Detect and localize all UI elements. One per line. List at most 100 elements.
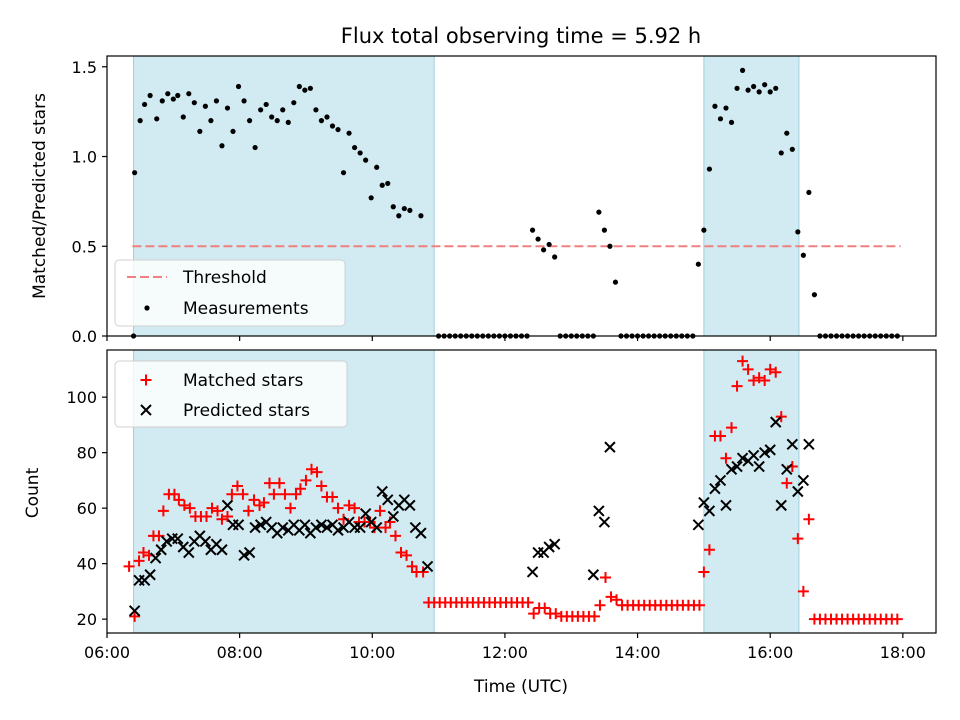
measurement-point bbox=[795, 229, 801, 235]
measurement-point bbox=[745, 87, 751, 93]
predicted-star-point bbox=[703, 505, 716, 517]
measurement-point bbox=[137, 118, 143, 124]
predicted-star-point bbox=[548, 538, 561, 550]
matched-star-point bbox=[300, 474, 312, 486]
measurement-point bbox=[191, 100, 197, 106]
predicted-star-point bbox=[543, 541, 555, 553]
matched-star-point bbox=[380, 522, 392, 534]
matched-star-point bbox=[184, 502, 196, 514]
measurement-point bbox=[224, 105, 231, 111]
measurement-point bbox=[291, 100, 297, 106]
matched-star-point bbox=[731, 380, 743, 392]
matched-star-point bbox=[137, 547, 149, 559]
legend-measurements-swatch bbox=[144, 305, 150, 311]
measurement-point bbox=[318, 118, 325, 124]
predicted-star-point bbox=[747, 449, 760, 462]
predicted-star-point bbox=[144, 569, 156, 581]
measurement-point bbox=[756, 89, 762, 95]
measurement-point bbox=[258, 107, 264, 113]
predicted-star-point bbox=[376, 485, 388, 498]
predicted-star-point bbox=[249, 521, 261, 534]
matched-star-point bbox=[600, 572, 612, 584]
measurement-point bbox=[762, 82, 768, 88]
matched-star-point bbox=[294, 483, 306, 495]
predicted-star-point bbox=[321, 521, 333, 534]
bottom-series-0 bbox=[123, 355, 903, 625]
matched-star-point bbox=[803, 513, 815, 525]
matched-star-point bbox=[698, 566, 710, 578]
predicted-star-point bbox=[172, 532, 184, 545]
measurement-point bbox=[230, 128, 236, 134]
measurement-point bbox=[767, 89, 773, 95]
measurement-point bbox=[773, 85, 779, 91]
matched-star-point bbox=[720, 452, 732, 464]
matched-star-point bbox=[258, 497, 270, 509]
measurement-point bbox=[340, 170, 347, 176]
matched-star-point bbox=[588, 610, 600, 622]
measurement-point bbox=[701, 227, 707, 233]
measurement-point bbox=[186, 91, 192, 97]
matched-star-point bbox=[221, 510, 233, 522]
predicted-star-point bbox=[781, 463, 793, 476]
top-legend: Threshold Measurements bbox=[114, 259, 346, 327]
top-y-tick-label: 0.0 bbox=[72, 327, 97, 346]
top-panel: 0.0 0.5 1.0 1.5 Threshold Measurements bbox=[72, 55, 937, 346]
measurement-point bbox=[159, 98, 165, 104]
measurement-point bbox=[180, 114, 186, 120]
measurement-point bbox=[285, 119, 291, 126]
measurement-point bbox=[811, 292, 818, 298]
legend-predicted-label: Predicted stars bbox=[183, 401, 310, 421]
matched-star-point bbox=[279, 488, 291, 500]
bottom-y-tick-label: 60 bbox=[77, 499, 97, 518]
predicted-star-point bbox=[709, 483, 721, 495]
matched-star-point bbox=[726, 422, 738, 434]
matched-star-point bbox=[594, 599, 606, 611]
matched-star-point bbox=[368, 522, 380, 534]
matched-star-point bbox=[242, 505, 254, 517]
measurement-point bbox=[552, 254, 558, 260]
matched-star-point bbox=[797, 585, 809, 597]
bottom-y-tick-label: 20 bbox=[77, 610, 97, 629]
measurement-point bbox=[723, 105, 729, 111]
predicted-star-point bbox=[598, 516, 611, 528]
measurement-point bbox=[213, 98, 220, 104]
measurement-point bbox=[607, 243, 613, 249]
measurement-point bbox=[324, 114, 330, 120]
matched-star-point bbox=[153, 530, 165, 542]
measurement-point bbox=[329, 123, 336, 129]
predicted-star-point bbox=[714, 474, 727, 487]
predicted-star-point bbox=[354, 521, 366, 534]
matched-star-point bbox=[714, 430, 726, 442]
matched-star-point bbox=[305, 463, 317, 475]
measurement-point bbox=[784, 130, 790, 136]
predicted-star-point bbox=[238, 549, 250, 562]
matched-star-point bbox=[133, 555, 145, 567]
matched-star-point bbox=[753, 372, 765, 384]
bottom-panel: 06:00 08:00 10:00 12:00 14:00 16:00 18:00 20 40 6… bbox=[66, 349, 937, 662]
matched-star-point bbox=[263, 477, 275, 489]
matched-star-point bbox=[742, 363, 754, 375]
measurement-point bbox=[132, 170, 138, 176]
matched-star-point bbox=[178, 499, 190, 511]
top-y-tick-label: 1.0 bbox=[72, 148, 97, 167]
predicted-star-point bbox=[753, 460, 765, 473]
measurement-point bbox=[241, 98, 247, 104]
matched-star-point bbox=[737, 355, 749, 367]
measurement-point bbox=[274, 118, 280, 124]
bottom-y-tick-label: 40 bbox=[77, 555, 97, 574]
measurement-point bbox=[368, 195, 374, 201]
predicted-star-point bbox=[593, 505, 605, 517]
matched-star-point bbox=[528, 608, 540, 620]
predicted-star-point bbox=[532, 546, 544, 559]
predicted-star-point bbox=[254, 519, 267, 531]
matched-star-point bbox=[611, 594, 623, 606]
measurement-point bbox=[313, 107, 319, 113]
predicted-star-point bbox=[797, 474, 810, 487]
predicted-star-point bbox=[698, 496, 710, 509]
top-y-tick-label: 1.5 bbox=[72, 58, 97, 77]
predicted-star-point bbox=[725, 463, 738, 476]
measurement-point bbox=[789, 146, 795, 152]
measurement-point bbox=[346, 130, 352, 136]
measurement-point bbox=[390, 204, 396, 210]
matched-star-point bbox=[759, 375, 771, 387]
